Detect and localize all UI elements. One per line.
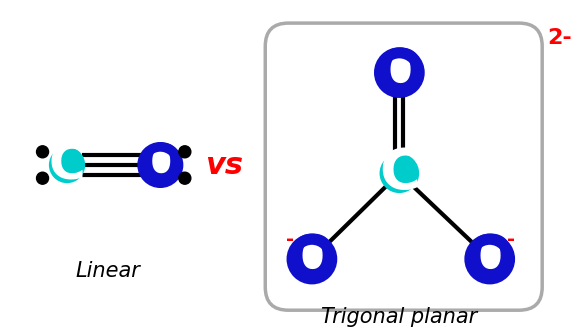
- Circle shape: [37, 172, 48, 184]
- Text: vs: vs: [205, 150, 244, 180]
- Circle shape: [380, 53, 419, 92]
- Text: C: C: [379, 146, 420, 200]
- Circle shape: [470, 239, 510, 279]
- Text: O: O: [466, 232, 513, 286]
- Circle shape: [380, 153, 419, 193]
- Circle shape: [37, 146, 48, 158]
- Circle shape: [179, 146, 191, 158]
- Text: -: -: [507, 230, 515, 249]
- Text: -: -: [286, 230, 294, 249]
- Circle shape: [142, 147, 178, 183]
- Text: Linear: Linear: [75, 261, 141, 280]
- Circle shape: [179, 172, 191, 184]
- Text: C: C: [48, 141, 86, 189]
- Text: 2-: 2-: [547, 28, 572, 48]
- Text: O: O: [376, 46, 423, 100]
- Text: O: O: [289, 232, 335, 286]
- Circle shape: [292, 239, 332, 279]
- Text: Trigonal planar: Trigonal planar: [321, 307, 477, 327]
- Text: O: O: [139, 141, 181, 189]
- Circle shape: [49, 147, 85, 183]
